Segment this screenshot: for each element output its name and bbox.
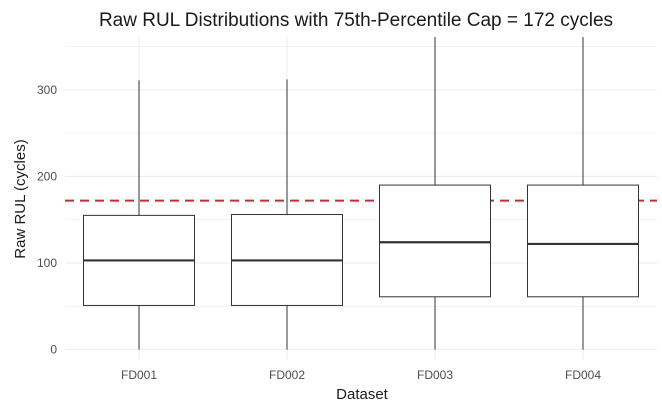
chart-title: Raw RUL Distributions with 75th-Percenti… (99, 10, 613, 31)
box-iqr (527, 184, 639, 298)
x-tick-label: FD004 (565, 368, 601, 382)
y-tick-label: 100 (37, 256, 57, 270)
x-axis-title: Dataset (336, 386, 389, 403)
y-tick-label: 200 (37, 169, 57, 183)
x-tick-label: FD003 (417, 368, 453, 382)
x-tick-label: FD002 (269, 368, 305, 382)
y-axis-ticks: 0 100 200 300 (37, 83, 57, 357)
y-tick-label: 0 (50, 343, 57, 357)
box-fd001 (83, 80, 195, 350)
x-axis-ticks: FD001 FD002 FD003 FD004 (121, 368, 601, 382)
box-fd003 (379, 37, 491, 350)
y-tick-label: 300 (37, 83, 57, 97)
y-axis-title: Raw RUL (cycles) (12, 139, 29, 258)
box-fd004 (527, 37, 639, 350)
box-iqr (379, 184, 491, 298)
box-fd002 (231, 79, 343, 350)
boxes-group (83, 37, 639, 350)
x-tick-label: FD001 (121, 368, 157, 382)
